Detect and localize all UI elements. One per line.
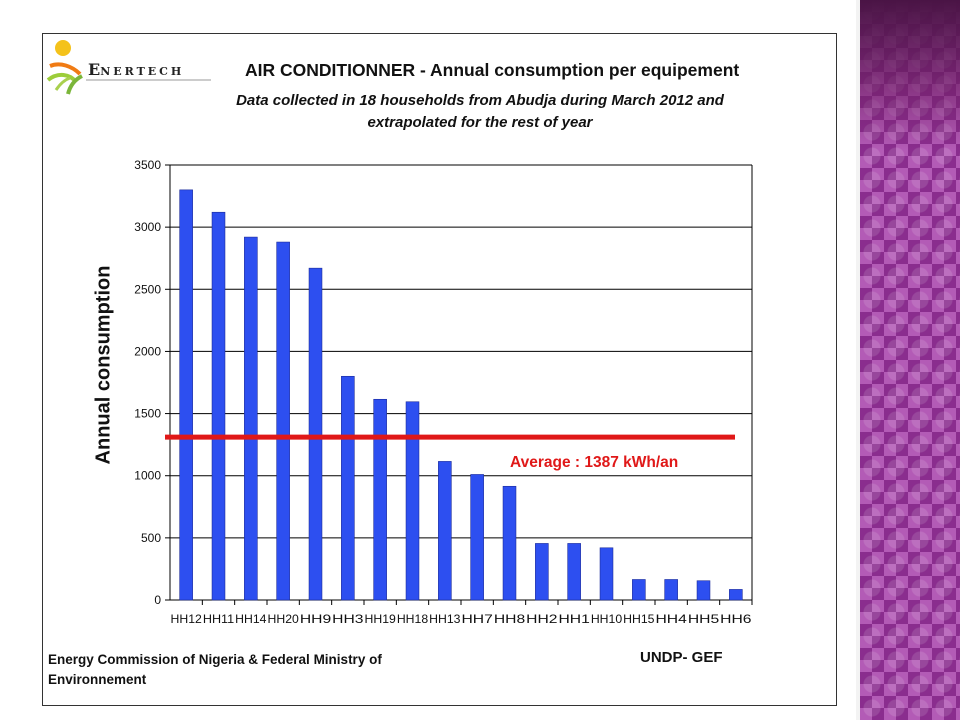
bar-hh14: [244, 236, 258, 601]
footer-sponsor: UNDP- GEF: [640, 649, 723, 666]
chart-title: AIR CONDITIONNER - Annual consumption pe…: [245, 60, 740, 80]
bar-chart: 0 500 1000 1500 2000 2500 3000 3500 HH12 HH11 HH14…: [134, 158, 753, 626]
subtitle-line-1: Data collected in 18 households from Abu…: [236, 92, 724, 109]
x-tick-label: HH18: [397, 612, 429, 626]
x-tick-label: HH20: [268, 612, 300, 626]
x-tick-label: HH9: [300, 612, 332, 626]
x-tick-label: HH19: [365, 612, 397, 626]
bar-hh4: [664, 579, 678, 601]
logo-initial: E: [88, 60, 101, 79]
logo-rest: NERTECH: [100, 65, 185, 78]
x-tick-label: HH14: [235, 612, 267, 626]
footer-source: Energy Commission of Nigeria & Federal M…: [48, 650, 382, 690]
y-tick-label: 500: [141, 531, 161, 545]
x-tick-label: HH11: [203, 612, 235, 626]
bar-hh15: [632, 579, 646, 601]
bar-hh2: [535, 543, 549, 601]
logo-wordmark: ENERTECH: [88, 60, 184, 79]
bar-hh10: [599, 547, 614, 601]
x-tick-label: HH2: [526, 612, 558, 626]
average-label: Average : 1387 kWh/an: [510, 454, 678, 471]
y-tick-label: 1000: [134, 469, 161, 483]
bar-hh19: [373, 398, 387, 601]
decorative-side-panel-shade: [860, 0, 960, 150]
x-tick-label: HH4: [656, 612, 688, 626]
chart-subtitle: Data collected in 18 households from Abu…: [225, 90, 735, 134]
x-tick-label: HH1: [559, 612, 591, 626]
x-tick-label: HH13: [429, 612, 461, 626]
plot-area: [170, 165, 752, 600]
bar-hh9: [308, 267, 323, 601]
y-tick-label: 3500: [134, 158, 161, 172]
x-tick-label: HH15: [623, 612, 655, 626]
bar-hh6: [729, 589, 743, 601]
x-tick-label: HH6: [720, 612, 752, 626]
enertech-logo: [46, 40, 211, 95]
x-tick-label: HH12: [171, 612, 203, 626]
subtitle-line-2: extrapolated for the rest of year: [367, 114, 593, 131]
footer-source-line-2: Environnement: [48, 672, 147, 687]
bar-hh7: [470, 474, 484, 601]
bar-hh11: [211, 211, 226, 601]
bar-hh1: [567, 543, 581, 601]
slide-edge: [856, 0, 860, 720]
bar-hh12: [179, 189, 193, 601]
y-tick-label: 2000: [134, 344, 161, 358]
y-tick-label: 3000: [134, 220, 161, 234]
x-tick-label: HH7: [462, 612, 494, 626]
bar-hh20: [276, 241, 290, 601]
y-tick-label: 0: [154, 593, 161, 607]
bar-hh3: [341, 375, 355, 601]
y-tick-label: 2500: [134, 282, 161, 296]
bar-hh5: [696, 580, 711, 601]
x-tick-label: HH10: [591, 612, 623, 626]
y-tick-label: 1500: [134, 407, 161, 421]
x-tick-label: HH3: [332, 612, 364, 626]
x-tick-label: HH5: [688, 612, 720, 626]
bar-hh18: [405, 401, 420, 601]
bar-hh8: [502, 485, 517, 601]
x-tick-label: HH8: [494, 612, 526, 626]
footer-source-line-1: Energy Commission of Nigeria & Federal M…: [48, 652, 382, 667]
bar-hh13: [438, 461, 452, 601]
